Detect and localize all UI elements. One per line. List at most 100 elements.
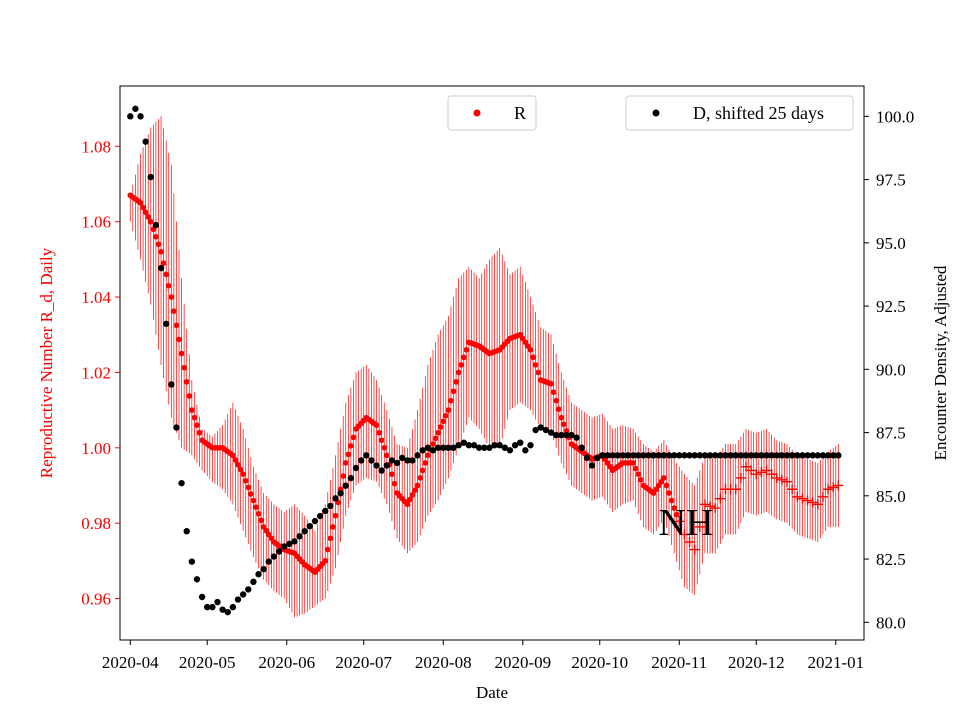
x-tick-label: 2020-04 xyxy=(102,653,159,672)
d-point xyxy=(209,603,216,611)
d-point xyxy=(460,439,467,446)
r-point xyxy=(242,477,249,484)
r-point xyxy=(163,271,169,278)
d-point xyxy=(429,447,437,454)
r-point xyxy=(555,406,562,412)
d-point xyxy=(619,452,627,459)
d-point xyxy=(327,502,334,510)
d-point xyxy=(532,426,539,434)
d-point xyxy=(563,431,570,439)
r-point xyxy=(463,347,470,353)
d-point xyxy=(450,444,457,451)
d-point xyxy=(788,452,796,459)
legend-d-marker xyxy=(652,109,660,117)
r-point xyxy=(232,457,239,463)
r-point xyxy=(558,414,565,421)
d-point xyxy=(465,442,473,449)
d-point xyxy=(547,429,555,436)
r-point xyxy=(550,389,557,396)
d-point xyxy=(819,452,827,459)
d-point xyxy=(193,576,201,583)
d-point xyxy=(337,490,344,497)
r-point xyxy=(191,414,198,421)
r-point xyxy=(253,504,259,510)
r-projected-point xyxy=(792,491,803,502)
r-point xyxy=(430,441,436,447)
d-point xyxy=(183,528,190,535)
y-right-tick-label: 92.5 xyxy=(876,297,906,316)
d-point xyxy=(152,221,160,229)
d-point xyxy=(706,452,714,459)
r-projected-point xyxy=(710,503,721,514)
d-point xyxy=(188,558,196,565)
d-point xyxy=(742,452,750,459)
r-error-bars xyxy=(129,116,839,618)
d-point xyxy=(650,452,657,459)
y-left-tick-label: 1.06 xyxy=(81,213,111,232)
d-point xyxy=(599,452,606,459)
y-left-tick-label: 0.96 xyxy=(81,590,111,609)
r-point xyxy=(632,465,639,472)
r-point xyxy=(671,505,677,511)
d-point xyxy=(773,452,780,459)
x-axis-label: Date xyxy=(476,683,508,702)
d-point xyxy=(506,447,514,454)
d-point xyxy=(393,459,401,467)
r-point xyxy=(373,422,380,428)
d-point xyxy=(624,452,632,459)
d-point xyxy=(835,452,842,459)
r-point xyxy=(419,467,426,474)
x-tick-label: 2020-12 xyxy=(728,653,785,672)
r-point xyxy=(666,490,672,496)
d-point xyxy=(527,442,534,449)
annotation-label: NH xyxy=(659,502,714,544)
y-right-tick-label: 90.0 xyxy=(876,360,906,379)
r-point xyxy=(171,308,177,314)
r-point xyxy=(240,471,246,477)
r-point xyxy=(668,497,675,504)
r-projected-point xyxy=(730,484,741,495)
r-projected-point xyxy=(807,497,818,508)
y-left-tick-label: 1.00 xyxy=(81,439,111,458)
d-point xyxy=(753,452,760,459)
d-point xyxy=(804,452,811,459)
d-point xyxy=(717,452,724,459)
d-point xyxy=(127,113,134,120)
r-projected-point xyxy=(833,480,844,491)
d-point xyxy=(332,495,339,502)
d-point xyxy=(552,431,560,439)
r-point xyxy=(414,482,421,489)
d-point xyxy=(178,479,185,487)
r-point xyxy=(448,397,454,404)
d-point xyxy=(588,462,596,469)
y-right-tick-label: 87.5 xyxy=(876,424,906,443)
legend-r-label: R xyxy=(514,103,526,123)
d-point xyxy=(665,452,673,459)
r-point xyxy=(663,482,670,489)
d-point xyxy=(162,320,170,327)
d-point xyxy=(142,138,149,145)
d-point xyxy=(614,452,621,459)
d-point xyxy=(404,457,411,464)
r-projected-point xyxy=(684,537,695,548)
r-point xyxy=(407,496,413,503)
x-tick-label: 2020-06 xyxy=(258,653,315,672)
r-point xyxy=(345,451,352,458)
plot-data xyxy=(127,105,844,618)
d-point xyxy=(470,442,478,449)
r-point xyxy=(147,218,154,225)
legend-r-marker xyxy=(473,109,481,117)
d-point xyxy=(311,517,319,525)
r-point xyxy=(417,475,423,481)
r-point xyxy=(237,466,244,473)
x-tick-label: 2020-10 xyxy=(571,653,628,672)
r-point xyxy=(340,473,347,479)
r-point xyxy=(342,460,349,466)
d-point xyxy=(219,606,226,613)
r-point xyxy=(325,546,331,553)
d-point xyxy=(132,105,139,112)
y-axis-left-label: Reproductive Number R_d, Daily xyxy=(37,247,56,478)
d-point xyxy=(712,452,719,459)
r-point xyxy=(332,512,339,519)
r-point xyxy=(160,260,167,266)
